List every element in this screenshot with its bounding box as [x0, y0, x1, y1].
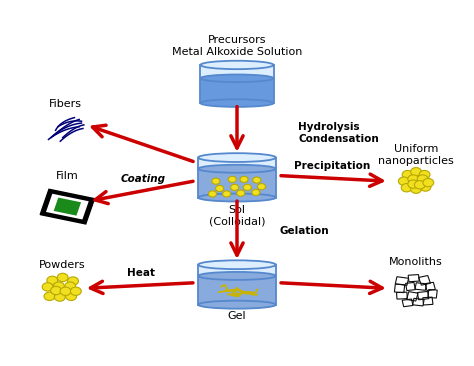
Circle shape [410, 168, 421, 176]
Bar [198, 169, 276, 198]
Circle shape [57, 273, 68, 281]
Text: Sol
(Colloidal): Sol (Colloidal) [209, 205, 265, 227]
Circle shape [237, 190, 245, 196]
Circle shape [253, 177, 261, 183]
Circle shape [398, 177, 409, 185]
Ellipse shape [198, 153, 276, 162]
Circle shape [55, 293, 65, 301]
Bar [198, 276, 276, 305]
Circle shape [419, 171, 430, 179]
Circle shape [209, 191, 217, 197]
Text: Gelation: Gelation [279, 226, 329, 236]
Circle shape [65, 282, 76, 290]
Circle shape [423, 179, 434, 187]
Circle shape [408, 180, 419, 188]
Circle shape [54, 282, 64, 290]
Circle shape [51, 286, 62, 295]
Circle shape [402, 171, 413, 179]
Bar [198, 265, 276, 276]
Text: Precipitation: Precipitation [294, 161, 370, 171]
Polygon shape [40, 189, 94, 224]
Text: Film: Film [56, 171, 79, 181]
Circle shape [408, 175, 419, 183]
Circle shape [212, 178, 220, 184]
Text: Precursors
Metal Alkoxide Solution: Precursors Metal Alkoxide Solution [172, 36, 302, 57]
Circle shape [420, 183, 431, 191]
Text: Uniform
nanoparticles: Uniform nanoparticles [378, 144, 454, 166]
Bar [201, 65, 273, 78]
Circle shape [68, 277, 78, 285]
Circle shape [417, 175, 428, 183]
Circle shape [216, 185, 224, 191]
Ellipse shape [201, 61, 273, 69]
Ellipse shape [198, 260, 276, 269]
Ellipse shape [198, 165, 276, 173]
Circle shape [71, 287, 81, 295]
Text: Powders: Powders [39, 260, 86, 270]
Text: Heat: Heat [127, 268, 155, 279]
Ellipse shape [198, 272, 276, 280]
Bar [201, 78, 273, 103]
Text: Gel: Gel [228, 311, 246, 321]
Ellipse shape [201, 75, 273, 82]
Polygon shape [46, 194, 89, 220]
Circle shape [410, 185, 421, 193]
Circle shape [47, 276, 58, 284]
Circle shape [401, 183, 412, 192]
Circle shape [223, 191, 231, 197]
Circle shape [257, 183, 265, 190]
Circle shape [66, 292, 76, 300]
Circle shape [414, 181, 425, 189]
Circle shape [231, 184, 238, 190]
Text: Coating: Coating [121, 175, 166, 184]
Circle shape [60, 287, 71, 295]
Polygon shape [54, 198, 81, 216]
Text: Fibers: Fibers [48, 98, 82, 109]
Circle shape [243, 184, 251, 190]
Bar [198, 158, 276, 169]
Text: Hydrolysis
Condensation: Hydrolysis Condensation [298, 122, 379, 144]
Ellipse shape [198, 194, 276, 202]
Ellipse shape [198, 301, 276, 309]
Circle shape [42, 283, 53, 291]
Circle shape [240, 176, 248, 183]
Circle shape [44, 292, 55, 300]
Circle shape [252, 189, 260, 195]
Circle shape [228, 176, 237, 183]
Ellipse shape [201, 99, 273, 107]
Text: Monoliths: Monoliths [389, 257, 443, 266]
